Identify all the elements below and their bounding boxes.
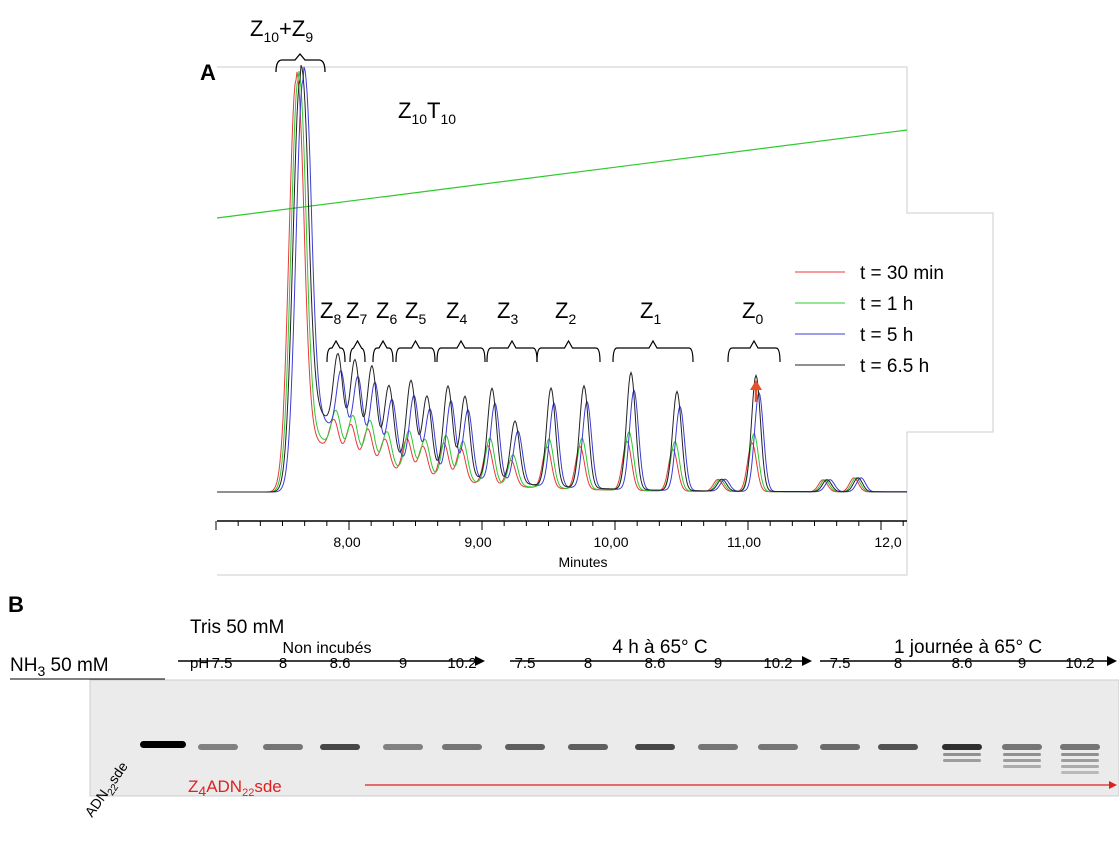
band: [1003, 759, 1041, 762]
band: [698, 744, 738, 750]
sample-label: Z10T10: [398, 98, 456, 127]
ph-label: 7.5: [830, 655, 851, 672]
peak-label: Z3: [497, 298, 518, 327]
peak-label: Z5: [405, 298, 426, 327]
band: [263, 744, 303, 750]
top-label: Z10+Z9: [250, 16, 313, 45]
ph-label: 8.6: [645, 655, 666, 672]
band: [568, 744, 608, 750]
ph-label: 10.2: [763, 655, 792, 672]
band: [320, 744, 360, 750]
bracket: [536, 339, 601, 363]
band: [1061, 753, 1099, 756]
band: [943, 759, 981, 762]
arrow-head: [1107, 656, 1117, 666]
band: [1061, 759, 1099, 762]
ph-label: 8.6: [330, 655, 351, 672]
legend-label: t = 6.5 h: [860, 356, 929, 377]
group-label: Non incubés: [283, 640, 372, 657]
band: [1061, 765, 1099, 768]
gel-lanes: Non incubés 4 h à 65° C 1 journée à 65° C p…: [140, 637, 1117, 774]
bracket: [372, 339, 394, 363]
x-tick-label: 11,00: [727, 534, 761, 550]
trace: [217, 66, 907, 493]
band: [878, 744, 918, 750]
ph-label: 9: [1018, 655, 1026, 672]
plot-frame: [217, 66, 994, 576]
legend-label: t = 30 min: [860, 263, 944, 284]
peak-label: Z0: [742, 298, 763, 327]
group-label: 1 journée à 65° C: [894, 637, 1042, 658]
bracket: [275, 52, 326, 73]
x-ticks: 8,00 9,00 10,00 11,00 12,0: [215, 521, 904, 550]
arrow-head: [475, 656, 485, 666]
trace: [217, 70, 907, 493]
band: [1061, 771, 1099, 774]
ph-label: 8: [279, 655, 287, 672]
peak-label: Z8: [320, 298, 341, 327]
ph-label: 9: [399, 655, 407, 672]
peak-label: Z7: [346, 298, 367, 327]
bracket: [727, 339, 781, 363]
ladder-band: [140, 741, 186, 748]
band: [942, 744, 982, 750]
trace: [217, 71, 907, 493]
bracket: [486, 339, 538, 363]
band: [820, 744, 860, 750]
peak-label: Z6: [376, 298, 397, 327]
group-label: 4 h à 65° C: [612, 637, 707, 658]
ph-label: 8: [894, 655, 902, 672]
ph-prefix: pH: [190, 655, 209, 672]
peak-label: Z4: [446, 298, 467, 327]
arrow-head: [750, 380, 762, 390]
panel-letter: B: [8, 592, 24, 617]
ph-label: 10.2: [1065, 655, 1094, 672]
legend: t = 30 min t = 1 h t = 5 h t = 6.5 h: [795, 263, 944, 377]
arrow-head: [802, 656, 812, 666]
buffer-label: NH3 50 mM: [10, 655, 109, 679]
band: [383, 744, 423, 750]
ph-label: 8: [584, 655, 592, 672]
gel: [89, 679, 1119, 797]
band: [442, 744, 482, 750]
peak-label: Z1: [640, 298, 661, 327]
band: [1002, 744, 1042, 750]
bracket: [326, 339, 346, 363]
x-tick-label: 10,00: [593, 534, 628, 550]
product-label: Z4ADN22sde: [188, 777, 282, 799]
x-tick-label: 9,00: [464, 534, 491, 550]
band: [505, 744, 545, 750]
band: [1060, 744, 1100, 750]
x-tick-label: 12,0: [874, 534, 901, 550]
gradient-line: [216, 129, 908, 219]
ph-label: 8.6: [952, 655, 973, 672]
buffer-label: Tris 50 mM: [190, 617, 284, 638]
legend-label: t = 5 h: [860, 325, 913, 346]
panel-letter: A: [200, 60, 216, 85]
ph-label: 7.5: [515, 655, 536, 672]
peak-label: Z2: [555, 298, 576, 327]
band: [635, 744, 675, 750]
band: [1003, 765, 1041, 768]
peak-labels: Z8 Z7 Z6 Z5 Z4 Z3 Z2 Z1 Z0: [320, 298, 781, 363]
band: [1003, 753, 1041, 756]
traces: [217, 65, 907, 493]
band: [198, 744, 238, 750]
bracket: [436, 339, 486, 363]
ph-label: 10.2: [447, 655, 476, 672]
bracket: [395, 339, 436, 363]
ph-label: 7.5: [212, 655, 233, 672]
x-tick-label: 8,00: [333, 534, 360, 550]
bracket: [612, 339, 694, 363]
band: [758, 744, 798, 750]
arrow-head: [1109, 781, 1117, 789]
ph-label: 9: [714, 655, 722, 672]
trace: [217, 65, 907, 493]
bracket: [349, 339, 366, 363]
legend-label: t = 1 h: [860, 294, 913, 315]
band: [943, 753, 981, 756]
x-axis-label: Minutes: [558, 554, 607, 570]
